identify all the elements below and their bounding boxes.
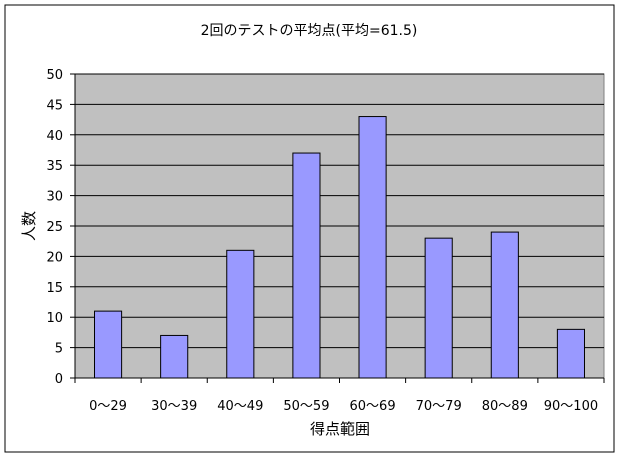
bar-3 [226, 249, 255, 379]
bar-6 [424, 237, 453, 379]
x-tick-label: 0～29 [89, 399, 127, 414]
axes [70, 73, 605, 383]
bar-2 [160, 334, 189, 379]
y-tick-label: 20 [46, 250, 63, 265]
bar-7 [490, 231, 519, 379]
y-tick-label: 50 [46, 68, 63, 83]
y-tick-label: 35 [46, 159, 63, 174]
y-tick-labels: 0 5 10 15 20 25 30 35 40 45 50 [46, 68, 63, 387]
y-tick-label: 40 [46, 129, 63, 144]
bar-8 [556, 328, 585, 379]
y-tick-label: 0 [55, 372, 63, 387]
x-tick-label: 40～49 [217, 399, 263, 414]
y-tick-label: 30 [46, 190, 63, 205]
y-axis-label: 人数 [20, 211, 38, 241]
chart-title: 2回のテストの平均点(平均=61.5) [201, 23, 418, 39]
x-tick-label: 60～69 [350, 399, 396, 414]
bar-1 [94, 310, 123, 379]
y-tick-label: 5 [55, 342, 63, 357]
x-tick-label: 70～79 [416, 399, 462, 414]
y-tick-label: 25 [46, 220, 63, 235]
y-tick-label: 10 [46, 311, 63, 326]
bar-4 [292, 152, 321, 379]
y-tick-label: 45 [46, 98, 63, 113]
x-tick-label: 50～59 [283, 399, 329, 414]
bar-5 [358, 116, 387, 379]
x-tick-labels: 0～29 30～39 40～49 50～59 60～69 70～79 80～89 90～100 [89, 399, 598, 414]
x-tick-label: 80～89 [482, 399, 528, 414]
x-axis-label: 得点範囲 [310, 420, 370, 438]
x-tick-label: 90～100 [544, 399, 598, 414]
x-tick-label: 30～39 [151, 399, 197, 414]
y-tick-label: 15 [46, 281, 63, 296]
